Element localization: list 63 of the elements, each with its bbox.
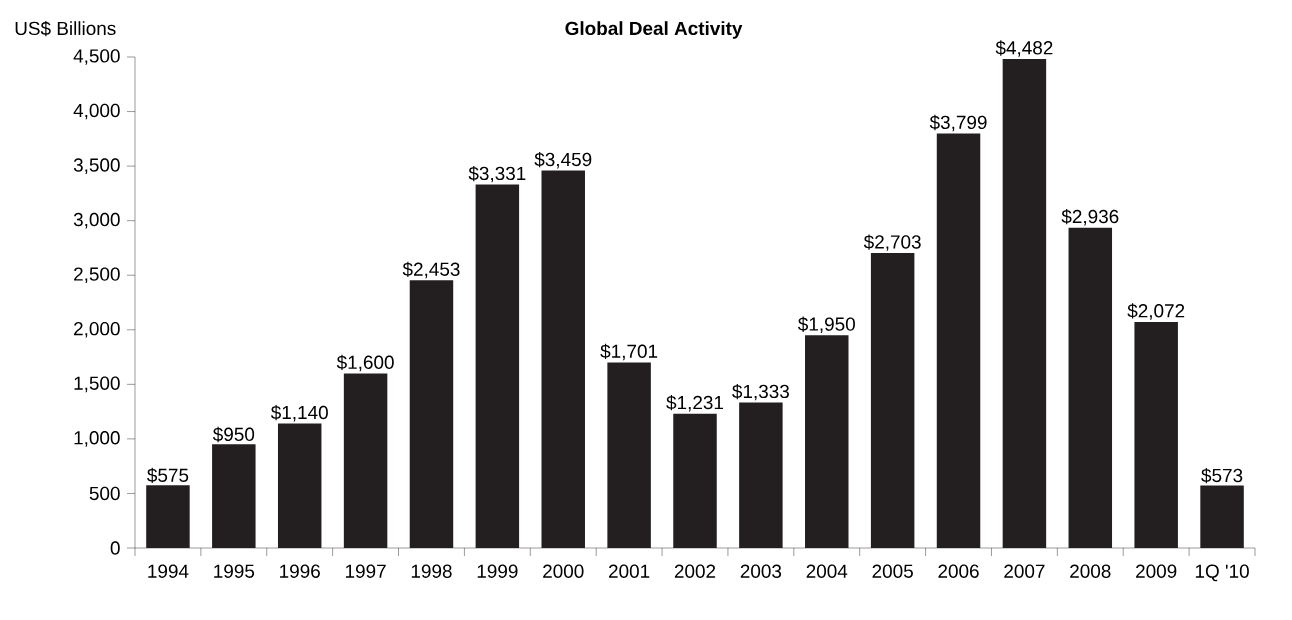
bar: [1200, 485, 1244, 548]
x-tick-label: 1999: [477, 564, 518, 578]
x-tick-label: 2009: [1136, 564, 1177, 578]
data-label: $1,333: [732, 383, 789, 401]
bar: [1068, 227, 1113, 548]
y-tick-label: 1,500: [74, 376, 120, 393]
bar: [146, 485, 190, 548]
x-tick-label: 1997: [345, 564, 386, 578]
x-tick-label: 2006: [938, 564, 979, 578]
data-label: $1,140: [270, 404, 328, 422]
bar: [673, 413, 717, 548]
y-tick-label: 1,000: [74, 431, 120, 447]
data-label: $575: [147, 467, 189, 484]
bar: [475, 184, 520, 548]
data-label: $2,703: [863, 234, 921, 251]
bar: [277, 423, 322, 548]
bar: [541, 170, 585, 548]
x-tick-label: 2007: [1004, 564, 1045, 578]
y-tick-label: 2,500: [74, 267, 120, 284]
bar: [739, 402, 783, 548]
bar: [343, 373, 388, 548]
x-tick-label: 1996: [280, 564, 320, 578]
data-label: $4,482: [995, 40, 1053, 57]
x-tick-label: 2003: [740, 564, 782, 578]
data-label: $2,453: [402, 261, 460, 279]
x-tick-label: 2000: [543, 564, 584, 578]
x-tick-label: 2002: [674, 564, 716, 578]
x-tick-label: 2008: [1070, 564, 1111, 578]
x-tick-label: 1998: [411, 564, 452, 578]
data-label: $3,799: [929, 114, 987, 132]
data-label: $950: [212, 426, 255, 443]
data-label: $2,072: [1127, 303, 1185, 320]
x-tick-label: 1995: [214, 564, 255, 578]
bar: [409, 280, 454, 548]
data-label: $573: [1201, 467, 1243, 484]
x-tick-label: 2005: [872, 564, 913, 578]
x-tick-label: 2001: [609, 564, 650, 578]
data-label: $3,331: [468, 165, 526, 183]
bar: [870, 253, 915, 548]
bar: [607, 362, 651, 548]
y-axis-title: US$ Billions: [15, 20, 116, 37]
y-tick-label: 2,000: [74, 321, 120, 338]
data-label: $1,701: [600, 343, 658, 361]
bar: [805, 335, 849, 548]
x-tick-label: 1Q '10: [1195, 564, 1249, 582]
bar: [212, 444, 256, 548]
bar: [1134, 321, 1178, 548]
y-tick-label: 3,000: [73, 212, 120, 229]
data-label: $1,950: [798, 316, 855, 334]
y-tick-label: 0: [110, 541, 120, 555]
bar: [936, 133, 981, 548]
y-tick-label: 4,500: [73, 49, 120, 65]
data-label: $1,600: [336, 354, 394, 372]
x-tick-label: 1994: [148, 564, 189, 578]
bar: [1002, 58, 1047, 548]
data-label: $2,936: [1061, 209, 1119, 226]
x-tick-label: 2004: [806, 564, 848, 578]
data-label: $3,459: [534, 151, 592, 169]
data-label: $1,231: [666, 395, 723, 412]
y-tick-label: 4,000: [73, 103, 120, 120]
chart-title: Global Deal Activity: [565, 21, 743, 39]
y-tick-label: 500: [89, 486, 120, 501]
y-tick-label: 3,500: [73, 158, 120, 174]
